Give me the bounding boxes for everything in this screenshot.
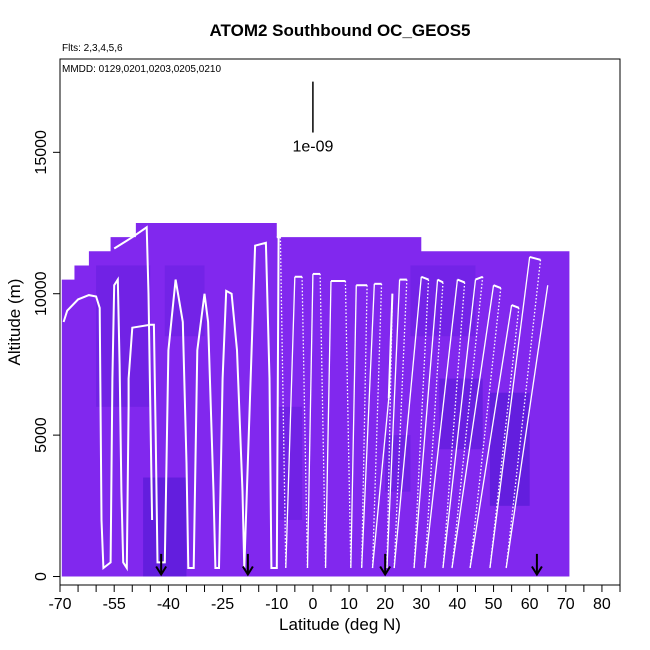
x-tick-label-12: 70: [557, 596, 575, 613]
profile-descent-6: [386, 293, 394, 569]
profile-top-9: [437, 278, 444, 284]
profile-ascent-2: [324, 280, 332, 569]
profile-ascent-5: [371, 398, 390, 569]
profile-ascent-11: [451, 285, 495, 569]
arrow-head-1: [242, 565, 254, 577]
x-tick-label-1: -55: [103, 596, 126, 613]
x-tick-label-8: 30: [412, 596, 430, 613]
x-tick-label-5: 0: [308, 596, 317, 613]
y-tick-label-1: 5000: [33, 417, 50, 453]
y-tick-label-0: 0: [33, 572, 50, 581]
curtain-layer: [61, 223, 570, 577]
profile-ascent-12: [469, 304, 513, 569]
x-tick-label-6: 10: [340, 596, 358, 613]
profile-top-14: [529, 255, 541, 261]
arrow-head-2: [379, 565, 392, 577]
profile-ascent-13: [489, 256, 531, 569]
profile-descent-2: [319, 273, 327, 569]
y-tick-label-3: 15000: [33, 130, 50, 175]
profile-ascent-7: [393, 276, 422, 569]
y-tick-label-2: 10000: [33, 271, 50, 316]
profile-top-12: [493, 284, 502, 289]
curtain-base: [61, 223, 570, 577]
profile-ascent-0: [285, 276, 296, 569]
profile-ascent-8: [413, 279, 439, 569]
profile-ascent-14: [505, 285, 549, 569]
profile-ascent-6: [386, 279, 401, 569]
profile-descent-14: [505, 259, 542, 569]
flight-track-upper: [113, 225, 154, 521]
x-axis: -70 -55 -40 -25 -10 0 10 20 30 40 50 60 70 80: [48, 584, 621, 613]
profile-descent-12: [469, 287, 502, 569]
x-tick-label-11: 60: [521, 596, 539, 613]
profile-top-13: [511, 304, 520, 309]
y-axis: 0 5000 10000 15000: [33, 130, 60, 581]
profile-descent-10: [442, 282, 466, 569]
curtain-patch-5: [96, 265, 151, 407]
flight-track-layer: [62, 225, 549, 572]
x-tick-label-13: 80: [593, 596, 611, 613]
flights-subtitle: Flts: 2,3,4,5,6: [62, 43, 123, 54]
chart-title: ATOM2 Southbound OC_GEOS5: [210, 21, 471, 40]
profile-descent-1: [301, 276, 309, 569]
x-tick-label-10: 50: [485, 596, 503, 613]
curtain-patch-2: [439, 378, 483, 450]
profile-top-11: [475, 275, 484, 281]
legend-value-label: 1e-09: [292, 139, 333, 156]
profile-top-10: [457, 278, 466, 284]
x-tick-label-3: -25: [211, 596, 234, 613]
profile-ascent-4: [361, 283, 375, 569]
profile-descent-3: [344, 280, 352, 569]
profile-descent-0: [279, 237, 287, 569]
profile-top-6: [387, 293, 394, 399]
profile-descent-13: [489, 307, 520, 569]
x-tick-label-2: -40: [157, 596, 180, 613]
profile-ascent-3: [350, 285, 357, 569]
profile-descent-7: [393, 279, 408, 569]
profile-descent-9: [424, 282, 444, 569]
profile-ascent-10: [442, 279, 477, 569]
x-tick-label-0: -70: [48, 596, 71, 613]
arrow-marker-layer: [155, 553, 543, 577]
profile-descent-8: [413, 279, 430, 569]
profile-ascent-9: [424, 279, 459, 569]
dates-subtitle: MMDD: 0129,0201,0203,0205,0210: [62, 64, 221, 75]
arrow-head-0: [155, 565, 168, 577]
x-tick-label-4: -10: [265, 596, 288, 613]
x-tick-label-9: 40: [449, 596, 467, 613]
profile-top-8: [420, 275, 429, 281]
x-axis-label: Latitude (deg N): [279, 615, 401, 634]
y-axis-label: Altitude (m): [5, 279, 24, 366]
curtain-patch-7: [410, 265, 476, 337]
x-tick-label-7: 20: [376, 596, 394, 613]
profile-descent-4: [361, 285, 368, 569]
profile-ascent-1: [306, 273, 314, 569]
flight-track-main: [62, 237, 280, 572]
arrow-head-3: [531, 565, 543, 577]
legend-layer: 1e-09: [292, 81, 333, 156]
